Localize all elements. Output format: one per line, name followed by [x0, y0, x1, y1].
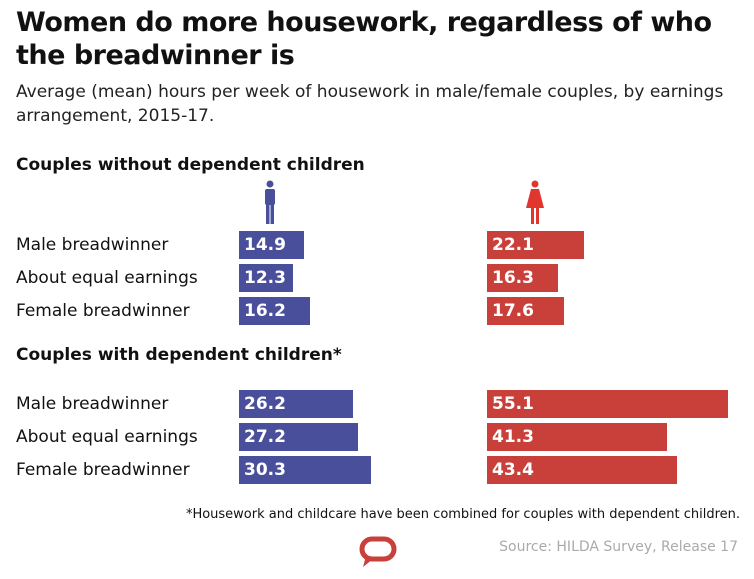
bar-women: 22.1	[487, 231, 584, 259]
category-label: Female breadwinner	[16, 460, 190, 480]
chart-subtitle: Average (mean) hours per week of housewo…	[16, 82, 724, 126]
group-title: Couples with dependent children*	[16, 345, 342, 365]
bar-women: 17.6	[487, 297, 564, 325]
bar-men: 12.3	[239, 264, 293, 292]
woman-icon	[526, 180, 544, 224]
source: Source: HILDA Survey, Release 17	[499, 539, 738, 555]
bar-men: 16.2	[239, 297, 310, 325]
category-label: Female breadwinner	[16, 301, 190, 321]
chart-title: Women do more housework, regardless of w…	[16, 7, 712, 71]
man-icon	[265, 180, 275, 224]
bar-women: 16.3	[487, 264, 559, 292]
bar-women: 43.4	[487, 456, 677, 484]
category-label: About equal earnings	[16, 268, 198, 288]
category-label: Male breadwinner	[16, 235, 169, 255]
category-label: About equal earnings	[16, 427, 198, 447]
bar-women: 55.1	[487, 390, 728, 418]
bar-men: 26.2	[239, 390, 354, 418]
bar-men: 14.9	[239, 231, 305, 259]
footnote: *Housework and childcare have been combi…	[185, 507, 740, 522]
speech-bubble-logo-icon	[359, 536, 397, 567]
bar-women: 41.3	[487, 423, 668, 451]
group-title: Couples without dependent children	[16, 155, 365, 175]
bar-men: 30.3	[239, 456, 372, 484]
bar-men: 27.2	[239, 423, 358, 451]
category-label: Male breadwinner	[16, 394, 169, 414]
